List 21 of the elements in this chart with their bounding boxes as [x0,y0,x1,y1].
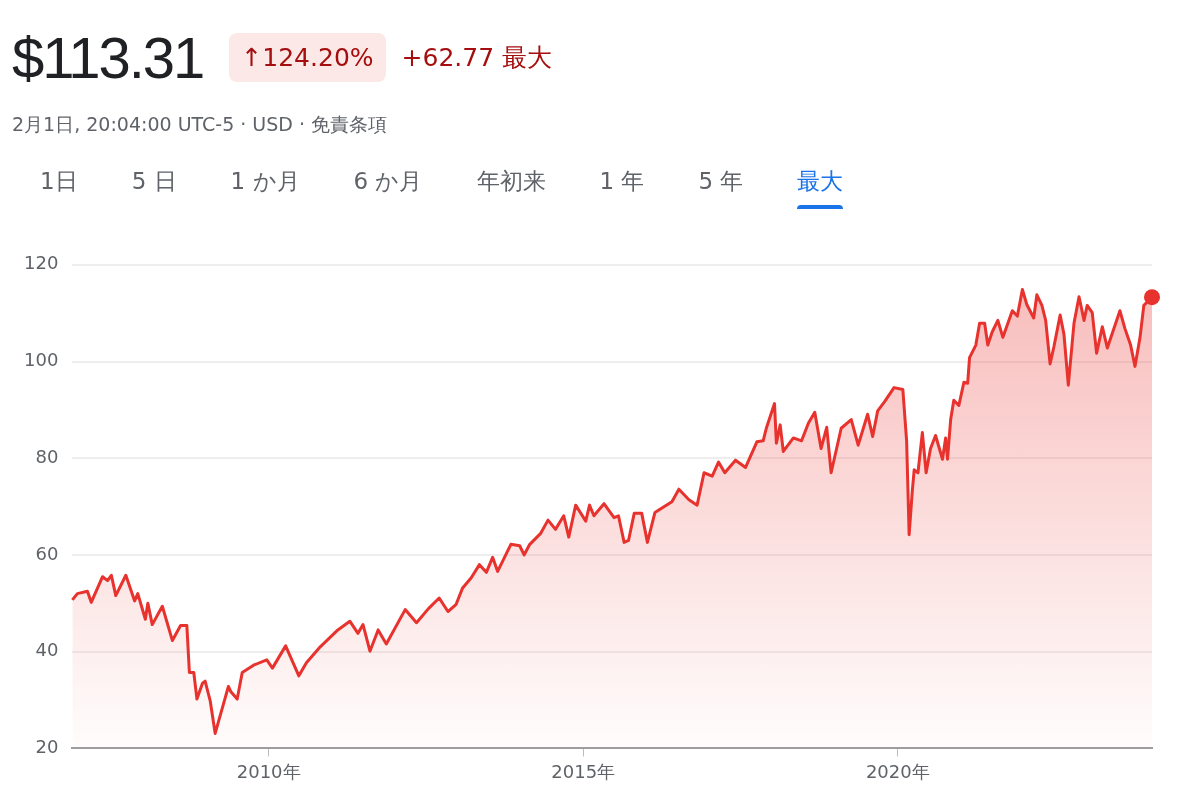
text: 1日 [40,167,78,196]
text: 年初来 [476,167,546,196]
y-tick-label: 20 [35,736,59,758]
text: 6 か月 [353,167,423,196]
y-tick-label: 80 [35,445,59,467]
y-tick-label: 100 [24,349,59,371]
text: ↑124.20% [229,33,386,82]
text: 5 年 [698,167,744,196]
text: 5 日 [131,167,177,196]
text: 1 年 [599,167,645,196]
text: +62.77 最大 [401,42,553,74]
chart-subtitle: 2月1日, 20:04:00 UTC-5 · USD · 免責条項 [12,112,388,137]
x-tick-label: 2020年 [865,760,930,782]
y-tick-label: 120 [24,252,59,274]
text: 最大 [797,166,844,209]
x-tick-label: 2015年 [551,760,616,782]
chart-title: $113.31 [12,24,204,91]
x-tick-label: 2010年 [236,760,301,782]
y-tick-label: 40 [35,639,59,661]
y-tick-label: 60 [35,542,59,564]
text: 1 か月 [230,167,300,196]
